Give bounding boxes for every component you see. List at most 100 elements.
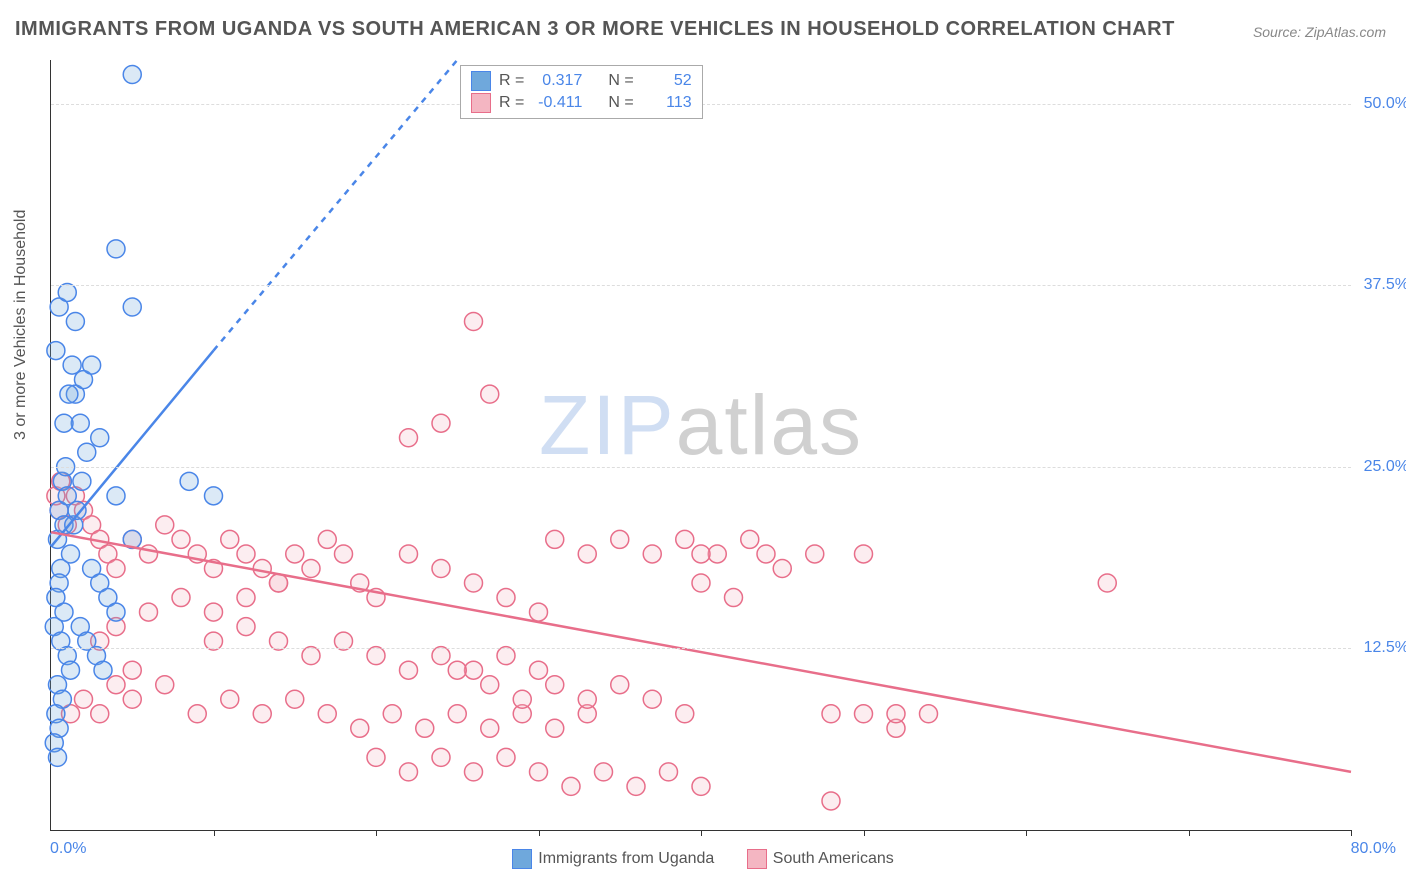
scatter-point (448, 661, 466, 679)
scatter-point (318, 530, 336, 548)
scatter-point (562, 777, 580, 795)
scatter-point (611, 676, 629, 694)
legend-item-uganda: Immigrants from Uganda (512, 849, 714, 869)
legend-label-uganda: Immigrants from Uganda (538, 850, 714, 868)
x-tick-mark (539, 830, 540, 836)
swatch-uganda (471, 71, 491, 91)
scatter-point (221, 530, 239, 548)
grid-line-h (51, 467, 1351, 468)
scatter-point (692, 574, 710, 592)
scatter-point (63, 356, 81, 374)
y-axis-label: 3 or more Vehicles in Household (12, 210, 30, 440)
scatter-point (123, 298, 141, 316)
scatter-point (1098, 574, 1116, 592)
scatter-point (400, 763, 418, 781)
scatter-point (205, 487, 223, 505)
scatter-point (578, 690, 596, 708)
scatter-point (465, 763, 483, 781)
scatter-point (123, 661, 141, 679)
x-tick-mark (864, 830, 865, 836)
scatter-point (546, 530, 564, 548)
x-tick-mark (1026, 830, 1027, 836)
scatter-point (351, 719, 369, 737)
scatter-point (188, 705, 206, 723)
scatter-point (481, 676, 499, 694)
scatter-point (140, 545, 158, 563)
scatter-point (91, 705, 109, 723)
scatter-point (237, 589, 255, 607)
scatter-point (237, 618, 255, 636)
y-tick-label: 50.0% (1364, 95, 1406, 113)
scatter-point (75, 690, 93, 708)
scatter-point (806, 545, 824, 563)
scatter-point (546, 719, 564, 737)
scatter-point (465, 313, 483, 331)
r-label: R = (499, 72, 524, 90)
scatter-point (180, 472, 198, 490)
scatter-point (270, 574, 288, 592)
grid-line-h (51, 648, 1351, 649)
scatter-point (448, 705, 466, 723)
bottom-legend: Immigrants from Uganda South Americans (0, 849, 1406, 874)
grid-line-h (51, 285, 1351, 286)
scatter-point (855, 545, 873, 563)
n-label-2: N = (608, 94, 633, 112)
scatter-point (62, 661, 80, 679)
scatter-point (47, 342, 65, 360)
scatter-point (62, 545, 80, 563)
scatter-point (676, 530, 694, 548)
scatter-point (107, 487, 125, 505)
scatter-point (773, 559, 791, 577)
scatter-point (643, 545, 661, 563)
scatter-point (91, 429, 109, 447)
n-label: N = (608, 72, 633, 90)
scatter-point (221, 690, 239, 708)
scatter-point (400, 661, 418, 679)
regression-line (51, 532, 1351, 772)
scatter-point (513, 690, 531, 708)
x-tick-mark (214, 830, 215, 836)
scatter-point (107, 240, 125, 258)
x-tick-mark (701, 830, 702, 836)
source-label: Source: ZipAtlas.com (1253, 24, 1386, 40)
scatter-point (383, 705, 401, 723)
scatter-point (73, 472, 91, 490)
x-tick-mark (376, 830, 377, 836)
scatter-point (286, 690, 304, 708)
scatter-point (156, 676, 174, 694)
x-tick-mark (1189, 830, 1190, 836)
scatter-point (237, 545, 255, 563)
scatter-point (643, 690, 661, 708)
scatter-point (302, 559, 320, 577)
r-label-2: R = (499, 94, 524, 112)
scatter-point (432, 748, 450, 766)
scatter-point (286, 545, 304, 563)
scatter-point (55, 603, 73, 621)
scatter-point (400, 545, 418, 563)
scatter-point (920, 705, 938, 723)
scatter-point (465, 661, 483, 679)
scatter-point (432, 414, 450, 432)
scatter-point (497, 748, 515, 766)
scatter-point (60, 385, 78, 403)
scatter-point (660, 763, 678, 781)
scatter-point (546, 676, 564, 694)
scatter-point (66, 313, 84, 331)
scatter-point (432, 559, 450, 577)
scatter-point (741, 530, 759, 548)
scatter-point (822, 792, 840, 810)
plot-area: ZIPatlas 12.5%25.0%37.5%50.0% (50, 60, 1351, 831)
scatter-point (481, 719, 499, 737)
scatter-point (578, 545, 596, 563)
legend-label-sa: South Americans (773, 850, 894, 868)
scatter-point (530, 763, 548, 781)
scatter-point (172, 530, 190, 548)
scatter-point (71, 414, 89, 432)
legend-item-sa: South Americans (747, 849, 894, 869)
chart-container: IMMIGRANTS FROM UGANDA VS SOUTH AMERICAN… (0, 0, 1406, 892)
y-tick-label: 25.0% (1364, 458, 1406, 476)
scatter-point (107, 603, 125, 621)
scatter-point (822, 705, 840, 723)
scatter-point (627, 777, 645, 795)
scatter-point (83, 356, 101, 374)
